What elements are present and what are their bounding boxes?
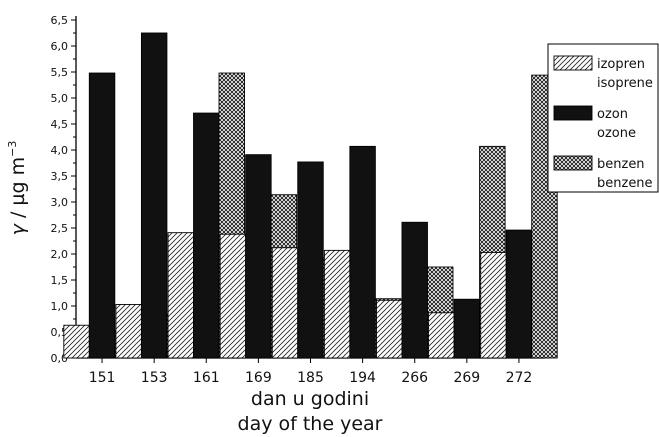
bar-isoprene-151	[63, 324, 90, 359]
y-tick-label: 6,0	[51, 40, 69, 53]
y-tick-label: 1,5	[51, 274, 69, 287]
bar-ozone-269	[453, 298, 481, 359]
y-tick-label: 5,0	[51, 92, 69, 105]
bar-isoprene-185	[271, 247, 299, 359]
legend-label-secondary: isoprene	[597, 76, 653, 91]
y-axis-ticks: 0,00,51,01,52,02,53,03,54,04,55,05,56,06…	[51, 14, 76, 365]
bar-isoprene-194	[323, 249, 351, 359]
bar-isoprene-269	[428, 312, 455, 359]
bar-ozone-161	[193, 112, 220, 359]
y-tick-label: 2,5	[51, 222, 69, 235]
bars	[63, 32, 558, 359]
bar-ozone-185	[297, 161, 324, 359]
y-tick-label: 4,0	[51, 144, 69, 157]
x-tick-label: 161	[193, 370, 220, 386]
x-tick-label: 151	[89, 370, 116, 386]
legend-swatch-isoprene	[553, 55, 593, 71]
bar-ozone-153	[140, 32, 168, 359]
x-axis-ticks: 151 153 161 169 185 194 266 269 272	[89, 358, 533, 386]
legend-label: ozon	[597, 107, 628, 122]
y-tick-label: 6,5	[51, 14, 69, 27]
x-tick-label: 269	[453, 370, 480, 386]
y-tick-label: 3,5	[51, 170, 69, 183]
x-axis-title-line1: dan u godini	[251, 388, 369, 410]
bar-isoprene-266	[376, 299, 403, 359]
x-tick-label: 185	[297, 370, 324, 386]
bar-ozone-266	[401, 221, 428, 359]
bar-ozone-272	[505, 229, 533, 359]
legend-label-secondary: benzene	[597, 176, 653, 191]
y-axis-title: γ / µg m−3	[6, 141, 29, 236]
x-axis-title-line2: day of the year	[238, 413, 383, 435]
bar-isoprene-153	[115, 303, 142, 359]
y-tick-label: 5,5	[51, 66, 69, 79]
legend-label-secondary: ozone	[597, 126, 636, 141]
y-tick-label: 1,0	[51, 300, 69, 313]
y-tick-label: 4,5	[51, 118, 69, 131]
x-tick-label: 169	[245, 370, 272, 386]
x-tick-label: 194	[349, 370, 376, 386]
legend-swatch-benzene	[553, 155, 593, 171]
bar-isoprene-161	[167, 232, 194, 359]
legend-label: benzen	[597, 157, 645, 172]
x-tick-label: 266	[401, 370, 428, 386]
bar-ozone-169	[245, 154, 272, 359]
bar-ozone-194	[349, 145, 376, 359]
x-tick-label: 153	[141, 370, 168, 386]
legend-label: izopren	[597, 57, 645, 72]
y-tick-label: 2,0	[51, 248, 69, 261]
y-tick-label: 3,0	[51, 196, 69, 209]
bar-isoprene-169	[219, 233, 247, 359]
bar-ozone-151	[88, 72, 116, 359]
legend-swatch-ozone	[553, 105, 593, 121]
x-tick-label: 272	[506, 370, 533, 386]
legend: izopren isoprene ozon ozone benzen benzene	[547, 43, 659, 193]
bar-isoprene-272	[480, 251, 507, 359]
